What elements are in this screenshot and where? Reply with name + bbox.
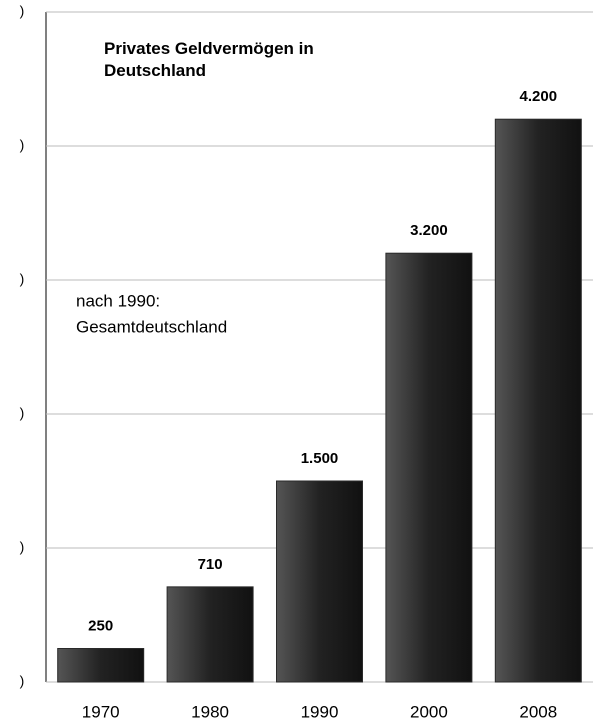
chart-title: Privates Geldvermögen in Deutschland	[104, 39, 314, 80]
x-tick-label: 1970	[82, 702, 120, 721]
bar	[57, 648, 145, 683]
annotation: Gesamtdeutschland	[76, 317, 227, 336]
value-label: 3.200	[410, 222, 448, 239]
y-tick-label: )	[20, 3, 25, 19]
x-tick-label: 1990	[301, 702, 339, 721]
x-tick-label: 2000	[410, 702, 448, 721]
value-label: 1.500	[301, 450, 339, 467]
y-tick-label: )	[20, 673, 25, 689]
bar	[494, 118, 582, 683]
annotation: nach 1990:	[76, 291, 160, 310]
y-tick-label: )	[20, 539, 25, 555]
y-tick-label: )	[20, 137, 25, 153]
bar	[385, 252, 473, 683]
y-tick-label: )	[20, 405, 25, 421]
x-tick-label: 2008	[519, 702, 557, 721]
value-label: 4.200	[520, 88, 558, 105]
value-label: 710	[198, 556, 223, 573]
x-tick-label: 1980	[191, 702, 229, 721]
bar	[276, 480, 363, 683]
y-tick-label: )	[20, 271, 25, 287]
bar	[166, 586, 254, 683]
value-label: 250	[88, 617, 113, 634]
